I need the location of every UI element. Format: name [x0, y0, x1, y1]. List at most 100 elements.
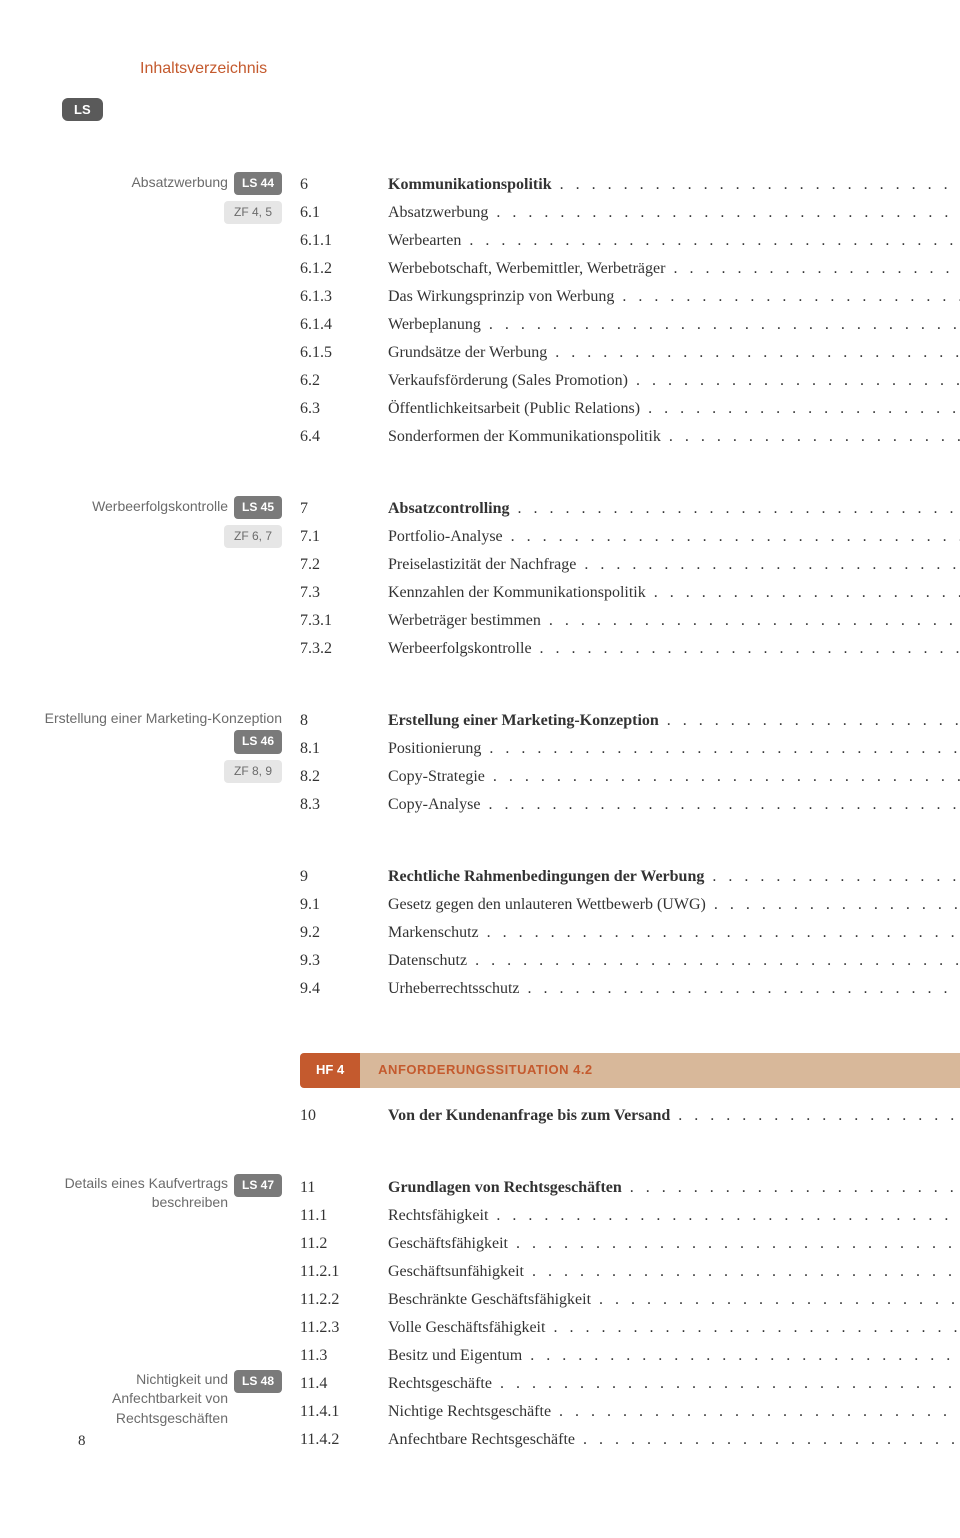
toc-number: 11.4.1 — [300, 1398, 388, 1426]
toc-number: 6.3 — [300, 395, 388, 423]
sidebar-label-line: Details eines Kaufvertrags beschreibenLS… — [22, 1174, 282, 1213]
section-content: 6Kommunikationspolitik6.1Absatzwerbung6.… — [300, 171, 960, 451]
toc-number: 6.1.5 — [300, 339, 388, 367]
section-content: 7Absatzcontrolling7.1Portfolio-Analyse7.… — [300, 495, 960, 663]
toc-title: Absatzwerbung — [388, 199, 488, 227]
zf-badge: ZF 8, 9 — [224, 760, 282, 783]
sidebar-label-line: WerbeerfolgskontrolleLS 45 — [0, 495, 282, 519]
toc-number: 8.2 — [300, 763, 388, 791]
toc-row: 6.2Verkaufsförderung (Sales Promotion) — [300, 367, 960, 395]
toc-leader-dots — [545, 1314, 960, 1342]
toc-title: Gesetz gegen den unlauteren Wettbewerb (… — [388, 891, 706, 919]
page-container: Inhaltsverzeichnis LS AbsatzwerbungLS 44… — [0, 0, 960, 1538]
toc-title: Kommunikationspolitik — [388, 171, 552, 199]
page-number: 8 — [78, 1433, 86, 1450]
toc-section: HF 4ANFORDERUNGSSITUATION 4.210Von der K… — [0, 1047, 860, 1130]
toc-section: Erstellung einer Marketing-Konzeption LS … — [0, 707, 860, 819]
toc-row: 9.3Datenschutz — [300, 947, 960, 975]
toc-leader-dots — [480, 791, 960, 819]
situation-title: ANFORDERUNGSSITUATION 4.2 — [360, 1053, 960, 1088]
toc-leader-dots — [628, 367, 960, 395]
toc-number: 11.2.2 — [300, 1286, 388, 1314]
toc-title: Rechtsgeschäfte — [388, 1370, 492, 1398]
toc-section: Details eines Kaufvertrags beschreiben LS… — [0, 1174, 860, 1454]
sidebar-group: Nichtigkeit und Anfechtbarkeit von Recht… — [22, 1370, 282, 1431]
toc-title: Werbeplanung — [388, 311, 481, 339]
toc-sections: AbsatzwerbungLS 44ZF 4, 56Kommunikations… — [0, 171, 860, 1454]
toc-number: 8 — [300, 707, 388, 735]
toc-title: Werbeträger bestimmen — [388, 607, 541, 635]
toc-section: AbsatzwerbungLS 44ZF 4, 56Kommunikations… — [0, 171, 860, 451]
toc-number: 9.4 — [300, 975, 388, 1003]
toc-number: 11.3 — [300, 1342, 388, 1370]
toc-row: 7.3.2Werbeerfolgskontrolle — [300, 635, 960, 663]
toc-section: WerbeerfolgskontrolleLS 45ZF 6, 77Absatz… — [0, 495, 860, 663]
sidebar-label: Nichtigkeit und Anfechtbarkeit von Recht… — [48, 1370, 228, 1429]
toc-number: 8.1 — [300, 735, 388, 763]
toc-title: Copy-Analyse — [388, 791, 480, 819]
toc-title: Erstellung einer Marketing-Konzeption — [388, 707, 659, 735]
toc-title: Werbearten — [388, 227, 461, 255]
ls-badge: LS 48 — [234, 1370, 282, 1393]
toc-leader-dots — [640, 395, 960, 423]
toc-row: 11.1Rechtsfähigkeit — [300, 1202, 960, 1230]
toc-number: 7 — [300, 495, 388, 523]
section-content: 9Rechtliche Rahmenbedingungen der Werbun… — [300, 863, 960, 1003]
sidebar-label: Details eines Kaufvertrags beschreiben — [48, 1174, 228, 1213]
toc-leader-dots — [704, 863, 960, 891]
toc-title: Grundsätze der Werbung — [388, 339, 547, 367]
toc-number: 9 — [300, 863, 388, 891]
ls-badge: LS 46 — [234, 730, 282, 753]
toc-leader-dots — [503, 523, 960, 551]
ls-badge: LS 44 — [234, 172, 282, 195]
toc-title: Besitz und Eigentum — [388, 1342, 522, 1370]
toc-title: Markenschutz — [388, 919, 479, 947]
toc-row: 6.1Absatzwerbung — [300, 199, 960, 227]
toc-title: Portfolio-Analyse — [388, 523, 503, 551]
zf-badge: ZF 4, 5 — [224, 201, 282, 224]
toc-leader-dots — [467, 947, 960, 975]
toc-row: 11.2.3Volle Geschäftsfähigkeit — [300, 1314, 960, 1342]
toc-number: 6.1.1 — [300, 227, 388, 255]
toc-leader-dots — [508, 1230, 960, 1258]
sidebar-label-line: Nichtigkeit und Anfechtbarkeit von Recht… — [22, 1370, 282, 1429]
sidebar-label: Werbeerfolgskontrolle — [92, 498, 228, 514]
toc-number: 7.3.1 — [300, 607, 388, 635]
toc-number: 6.1.4 — [300, 311, 388, 339]
sidebar-label: Absatzwerbung — [131, 174, 228, 190]
toc-row: 6.4Sonderformen der Kommunikationspoliti… — [300, 423, 960, 451]
toc-leader-dots — [509, 495, 960, 523]
zf-badge: ZF 6, 7 — [224, 525, 282, 548]
toc-title: Öffentlichkeitsarbeit (Public Relations) — [388, 395, 640, 423]
toc-number: 6.1 — [300, 199, 388, 227]
toc-leader-dots — [670, 1102, 960, 1130]
page-title: Inhaltsverzeichnis — [140, 60, 860, 78]
toc-leader-dots — [614, 283, 960, 311]
toc-title: Sonderformen der Kommunikationspolitik — [388, 423, 661, 451]
toc-leader-dots — [481, 311, 960, 339]
toc-row: 6.3Öffentlichkeitsarbeit (Public Relatio… — [300, 395, 960, 423]
toc-number: 11.4 — [300, 1370, 388, 1398]
toc-title: Nichtige Rechtsgeschäfte — [388, 1398, 551, 1426]
toc-leader-dots — [706, 891, 960, 919]
toc-row: 9.4Urheberrechtsschutz — [300, 975, 960, 1003]
toc-number: 11.1 — [300, 1202, 388, 1230]
toc-leader-dots — [661, 423, 960, 451]
toc-row: 7.2Preiselastizität der Nachfrage — [300, 551, 960, 579]
toc-leader-dots — [532, 635, 960, 663]
toc-row: 9Rechtliche Rahmenbedingungen der Werbun… — [300, 863, 960, 891]
toc-leader-dots — [575, 1426, 960, 1454]
toc-leader-dots — [551, 1398, 960, 1426]
toc-row: 7Absatzcontrolling — [300, 495, 960, 523]
toc-leader-dots — [646, 579, 960, 607]
toc-leader-dots — [479, 919, 960, 947]
toc-row: 6.1.4Werbeplanung — [300, 311, 960, 339]
toc-row: 8Erstellung einer Marketing-Konzeption — [300, 707, 960, 735]
toc-title: Grundlagen von Rechtsgeschäften — [388, 1174, 622, 1202]
toc-leader-dots — [488, 199, 960, 227]
section-content: 11Grundlagen von Rechtsgeschäften11.1Rec… — [300, 1174, 960, 1454]
toc-row: 11.3Besitz und Eigentum — [300, 1342, 960, 1370]
toc-number: 6.4 — [300, 423, 388, 451]
toc-row: 11.4.2Anfechtbare Rechtsgeschäfte — [300, 1426, 960, 1454]
section-sidebar: Absatzwerbung LS 44 ZF 4, 5 — [0, 171, 300, 224]
